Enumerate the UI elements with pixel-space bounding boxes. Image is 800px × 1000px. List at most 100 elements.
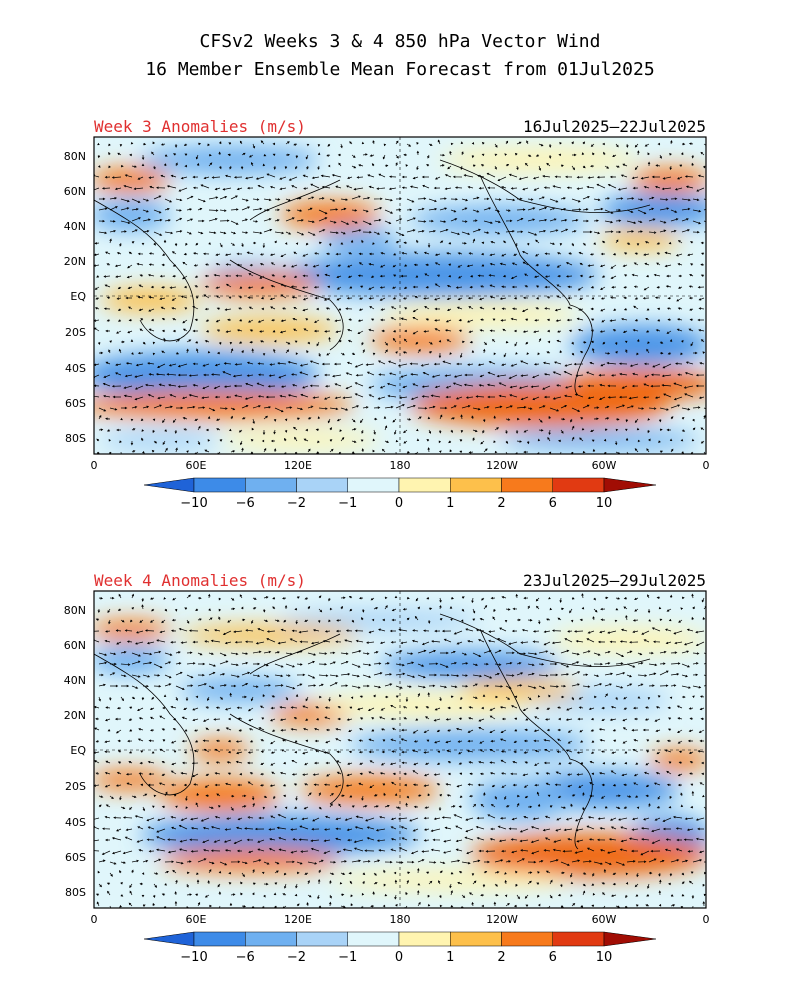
wind-vector-arrow	[241, 861, 248, 865]
wind-vector-arrow	[172, 264, 177, 267]
wind-vector-arrow	[168, 383, 177, 387]
wind-vector-arrow	[245, 176, 254, 180]
wind-vector-arrow	[370, 597, 375, 601]
wind-vector-arrow	[324, 396, 331, 400]
colorbar-label: 1	[446, 950, 454, 965]
wind-vector-arrow	[684, 393, 694, 398]
wind-vector-arrow	[654, 817, 661, 821]
wind-vector-arrow	[145, 383, 155, 387]
wind-vector-arrow	[241, 652, 249, 655]
wind-vector-arrow	[645, 904, 650, 907]
wind-vector-arrow	[472, 219, 478, 222]
wind-vector-arrow	[471, 141, 475, 145]
wind-vector-arrow	[430, 848, 441, 852]
wind-vector-arrow	[314, 727, 320, 731]
wind-vector-arrow	[405, 696, 409, 703]
wind-vector-arrow	[458, 275, 463, 279]
wind-vector-arrow	[271, 695, 276, 698]
wind-vector-arrow	[190, 817, 199, 821]
wind-vector-arrow	[119, 795, 122, 801]
wind-vector-arrow	[314, 252, 320, 255]
wind-vector-arrow	[549, 242, 555, 246]
wind-vector-arrow	[164, 231, 174, 235]
wind-vector-arrow	[563, 828, 573, 832]
wind-vector-arrow	[250, 162, 254, 167]
wind-vector-arrow	[115, 372, 122, 376]
wind-vector-arrow	[213, 273, 221, 277]
wind-vector-arrow	[643, 286, 650, 291]
wind-vector-arrow	[146, 817, 155, 822]
wind-vector-arrow	[241, 218, 248, 222]
wind-vector-arrow	[318, 905, 322, 908]
wind-vector-arrow	[219, 141, 222, 145]
wind-vector-arrow	[258, 816, 264, 820]
wind-vector-arrow	[499, 262, 507, 266]
wind-vector-arrow	[557, 795, 562, 799]
wind-vector-arrow	[252, 882, 256, 885]
wind-vector-arrow	[632, 328, 639, 332]
wind-vector-arrow	[299, 371, 309, 376]
wind-vector-arrow	[510, 187, 518, 190]
wind-vector-arrow	[388, 187, 397, 191]
wind-vector-arrow	[361, 239, 364, 244]
wind-vector-arrow	[468, 717, 474, 720]
wind-vector-arrow	[109, 652, 117, 656]
wind-vector-arrow	[443, 850, 452, 854]
lon-label: 0	[703, 459, 710, 472]
wind-vector-arrow	[340, 872, 346, 875]
wind-vector-arrow	[358, 596, 364, 600]
wind-vector-arrow	[590, 143, 595, 147]
wind-vector-arrow	[685, 361, 694, 365]
wind-vector-arrow	[439, 228, 449, 233]
wind-vector-arrow	[138, 308, 144, 312]
wind-vector-arrow	[186, 662, 196, 665]
wind-vector-arrow	[230, 663, 239, 667]
wind-vector-arrow	[428, 880, 433, 885]
wind-vector-arrow	[602, 341, 606, 345]
wind-vector-arrow	[635, 904, 639, 907]
wind-vector-arrow	[428, 207, 438, 211]
wind-vector-arrow	[97, 870, 101, 874]
wind-vector-arrow	[450, 805, 456, 808]
wind-vector-arrow	[373, 805, 379, 808]
wind-vector-arrow	[415, 718, 419, 721]
wind-vector-arrow	[315, 706, 320, 709]
wind-vector-arrow	[422, 184, 430, 189]
wind-vector-arrow	[369, 306, 375, 310]
wind-vector-arrow	[359, 717, 364, 720]
wind-vector-arrow	[366, 641, 375, 644]
wind-vector-arrow	[466, 850, 474, 855]
wind-vector-arrow	[670, 140, 673, 145]
wind-vector-arrow	[109, 905, 111, 908]
wind-vector-arrow	[469, 285, 474, 289]
wind-vector-arrow	[459, 439, 463, 442]
wind-vector-arrow	[164, 154, 168, 157]
wind-vector-arrow	[643, 396, 650, 399]
wind-vector-arrow	[129, 153, 133, 157]
wind-vector-arrow	[219, 195, 228, 200]
wind-vector-arrow	[434, 740, 441, 744]
wind-vector-arrow	[458, 717, 463, 720]
lon-label: 120E	[284, 913, 312, 926]
wind-vector-arrow	[215, 739, 221, 743]
wind-vector-arrow	[516, 208, 526, 211]
wind-vector-arrow	[519, 385, 529, 390]
wind-vector-arrow	[379, 815, 386, 819]
wind-vector-arrow	[591, 772, 595, 776]
wind-vector-arrow	[369, 760, 375, 764]
wind-vector-arrow	[516, 794, 520, 798]
lat-label: EQ	[70, 290, 86, 303]
wind-vector-arrow	[535, 239, 540, 244]
wind-vector-arrow	[546, 318, 551, 322]
wind-vector-arrow	[642, 297, 650, 300]
wind-vector-arrow	[379, 286, 386, 289]
wind-vector-arrow	[285, 153, 291, 157]
wind-vector-arrow	[285, 209, 291, 212]
wind-vector-arrow	[241, 404, 249, 409]
wind-vector-arrow	[458, 329, 463, 332]
wind-vector-arrow	[311, 641, 320, 645]
wind-vector-arrow	[235, 826, 243, 830]
wind-vector-arrow	[449, 449, 452, 453]
wind-vector-arrow	[623, 606, 628, 610]
wind-vector-arrow	[282, 275, 287, 278]
